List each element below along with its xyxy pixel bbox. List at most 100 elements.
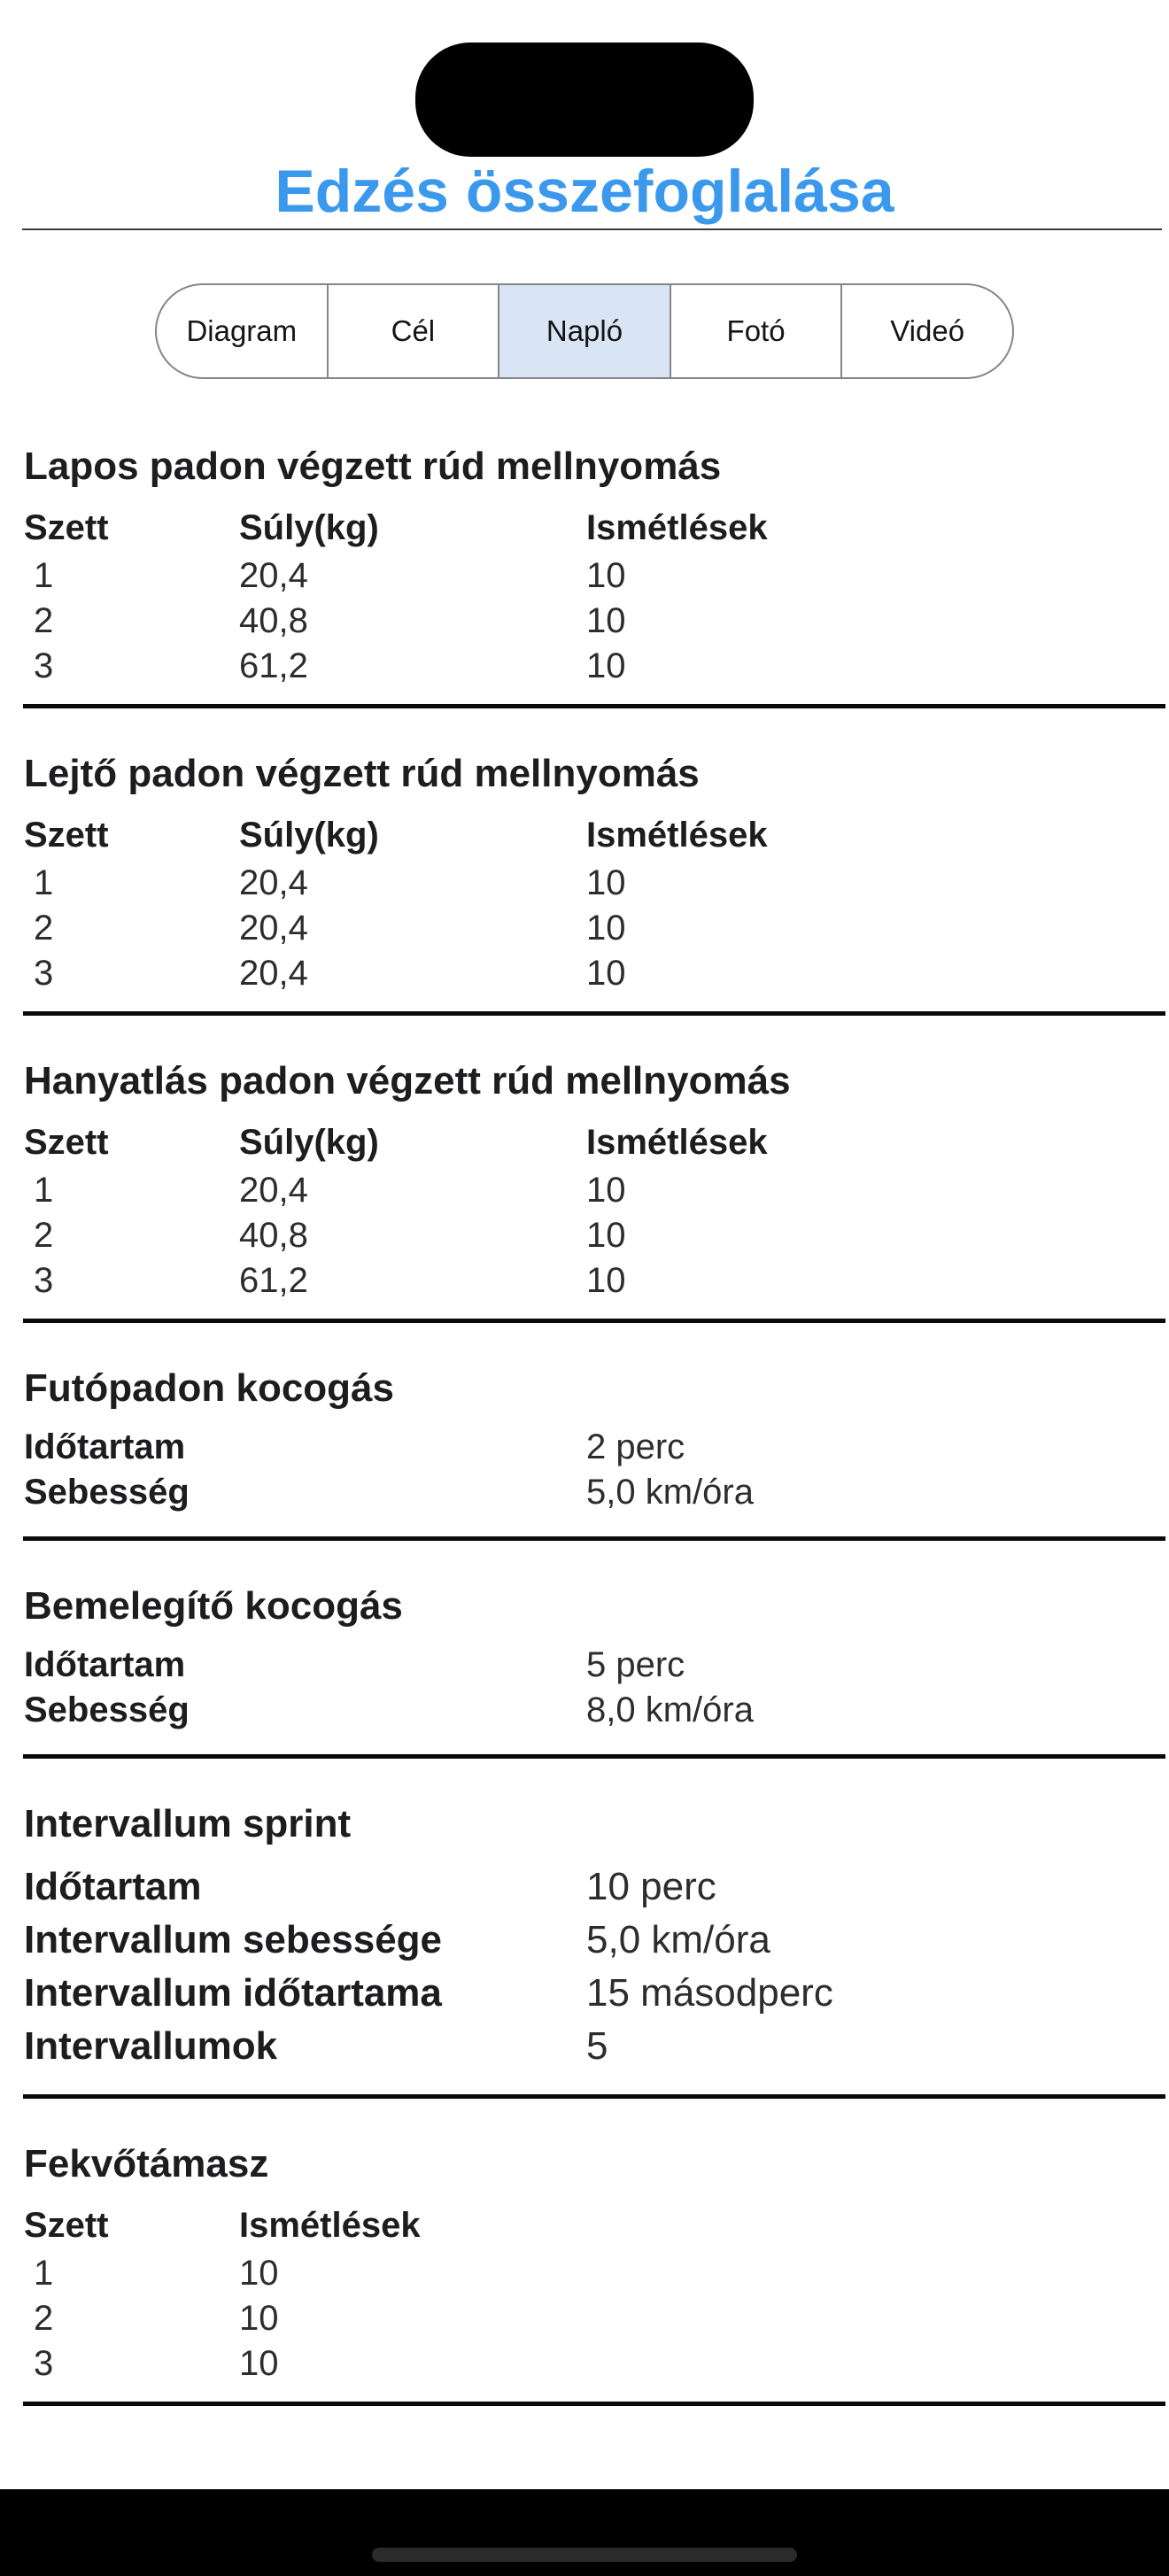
table-cell: 40,8 (239, 1216, 308, 1255)
table-header-row: Szett Súly(kg) Ismétlések (24, 1121, 1169, 1164)
column-header: Ismétlések (586, 508, 768, 547)
column-header: Ismétlések (586, 1123, 768, 1162)
section-divider (23, 1754, 1165, 1759)
tab-naplo[interactable]: Napló (498, 285, 670, 377)
table-cell: 40,8 (239, 601, 308, 640)
column-header: Súly(kg) (239, 816, 379, 855)
table-cell: 3 (34, 646, 54, 685)
table-row: 2 10 (24, 2296, 1169, 2341)
table-row: 1 20,4 10 (24, 861, 1169, 906)
page-title: Edzés összefoglalása (275, 158, 894, 225)
section-title: Intervallum sprint (24, 1802, 352, 1845)
table-cell: 10 (586, 646, 626, 685)
table-row: 1 20,4 10 (24, 1168, 1169, 1213)
key-value-row: Intervallum időtartama 15 másodperc (0, 1967, 1169, 2020)
tab-label: Videó (890, 314, 965, 347)
table-cell: 10 (586, 1261, 626, 1300)
bottom-bar (0, 2489, 1169, 2576)
key-value-row: Sebesség 8,0 km/óra (0, 1688, 1169, 1733)
exercise-section: Lapos padon végzett rúd mellnyomás Szett S… (0, 442, 1169, 708)
home-indicator[interactable] (372, 2548, 797, 2562)
kv-value: 10 perc (586, 1865, 716, 1908)
key-value-list: Időtartam 10 perc Intervallum sebessége 5,0… (0, 1860, 1169, 2073)
table-cell: 3 (34, 2344, 54, 2383)
table-cell: 3 (34, 1261, 54, 1300)
key-value-row: Időtartam 10 perc (0, 1860, 1169, 1914)
table-cell: 10 (586, 909, 626, 948)
table-body: 1 20,4 10 2 40,8 10 3 61,2 10 (0, 1168, 1169, 1303)
kv-value: 5 perc (586, 1645, 685, 1684)
exercise-section: Hanyatlás padon végzett rúd mellnyomás Sz… (0, 1056, 1169, 1323)
table-cell: 2 (34, 909, 54, 948)
table-row: 3 61,2 10 (24, 644, 1169, 689)
tab-foto[interactable]: Fotó (669, 285, 841, 377)
exercise-section: Fekvőtámasz Szett Ismétlések 1 10 2 10 3 10 (0, 2139, 1169, 2406)
tab-label: Diagram (186, 314, 298, 347)
kv-label: Időtartam (24, 1645, 186, 1684)
table-row: 1 10 (24, 2251, 1169, 2296)
table-cell: 10 (586, 1171, 626, 1210)
section-title: Lapos padon végzett rúd mellnyomás (24, 445, 722, 488)
section-divider (23, 1319, 1165, 1323)
table-cell: 10 (586, 863, 626, 902)
section-title: Lejtő padon végzett rúd mellnyomás (24, 752, 700, 795)
section-title: Bemelegítő kocogás (24, 1584, 403, 1628)
table-body: 1 10 2 10 3 10 (0, 2251, 1169, 2386)
kv-value: 5,0 km/óra (586, 1918, 770, 1961)
table-header-row: Szett Súly(kg) Ismétlések (24, 814, 1169, 856)
table-cell: 10 (586, 601, 626, 640)
section-divider (23, 1536, 1165, 1541)
kv-value: 8,0 km/óra (586, 1690, 754, 1729)
table-cell: 1 (34, 556, 54, 595)
tab-label: Fotó (726, 314, 786, 347)
exercise-section: Lejtő padon végzett rúd mellnyomás Szett S… (0, 749, 1169, 1016)
table-row: 2 40,8 10 (24, 599, 1169, 644)
table-header-row: Szett Ismétlések (24, 2204, 1169, 2247)
table-cell: 2 (34, 2299, 54, 2338)
section-divider (23, 2402, 1165, 2406)
table-cell: 20,4 (239, 863, 308, 902)
exercise-section: Bemelegítő kocogás Időtartam 5 perc Sebessé… (0, 1582, 1169, 1759)
kv-label: Intervallum időtartama (24, 1971, 442, 2015)
table-cell: 1 (34, 1171, 54, 1210)
kv-value: 2 perc (586, 1427, 685, 1466)
table-cell: 20,4 (239, 1171, 308, 1210)
redacted-logo (415, 43, 754, 157)
kv-label: Intervallumok (24, 2024, 278, 2068)
table-cell: 10 (239, 2299, 279, 2338)
kv-value: 15 másodperc (586, 1971, 833, 2015)
section-title: Fekvőtámasz (24, 2142, 269, 2185)
key-value-row: Sebesség 5,0 km/óra (0, 1470, 1169, 1515)
key-value-list: Időtartam 5 perc Sebesség 8,0 km/óra (0, 1643, 1169, 1733)
tab-cel[interactable]: Cél (326, 285, 499, 377)
key-value-row: Intervallumok 5 (0, 2020, 1169, 2073)
tab-label: Cél (391, 314, 436, 347)
section-divider (23, 704, 1165, 708)
table-row: 3 20,4 10 (24, 951, 1169, 996)
column-header: Ismétlések (239, 2206, 421, 2245)
column-header: Súly(kg) (239, 1123, 379, 1162)
column-header: Súly(kg) (239, 508, 379, 547)
tab-video[interactable]: Videó (840, 285, 1012, 377)
table-cell: 10 (239, 2344, 279, 2383)
key-value-row: Intervallum sebessége 5,0 km/óra (0, 1914, 1169, 1967)
kv-label: Sebesség (24, 1690, 190, 1729)
header-divider (22, 228, 1162, 230)
key-value-row: Időtartam 5 perc (0, 1643, 1169, 1688)
table-cell: 2 (34, 1216, 54, 1255)
tab-diagram[interactable]: Diagram (157, 285, 327, 377)
table-cell: 2 (34, 601, 54, 640)
table-cell: 20,4 (239, 556, 308, 595)
key-value-list: Időtartam 2 perc Sebesség 5,0 km/óra (0, 1425, 1169, 1515)
section-title: Futópadon kocogás (24, 1366, 394, 1410)
table-header-row: Szett Súly(kg) Ismétlések (24, 507, 1169, 549)
section-title: Hanyatlás padon végzett rúd mellnyomás (24, 1059, 791, 1102)
exercise-section: Intervallum sprint Időtartam 10 perc Interv… (0, 1799, 1169, 2099)
table-cell: 3 (34, 954, 54, 993)
table-cell: 1 (34, 2254, 54, 2293)
table-cell: 61,2 (239, 646, 308, 685)
kv-label: Intervallum sebessége (24, 1918, 443, 1961)
table-row: 3 10 (24, 2341, 1169, 2386)
table-cell: 20,4 (239, 909, 308, 948)
table-row: 3 61,2 10 (24, 1258, 1169, 1303)
